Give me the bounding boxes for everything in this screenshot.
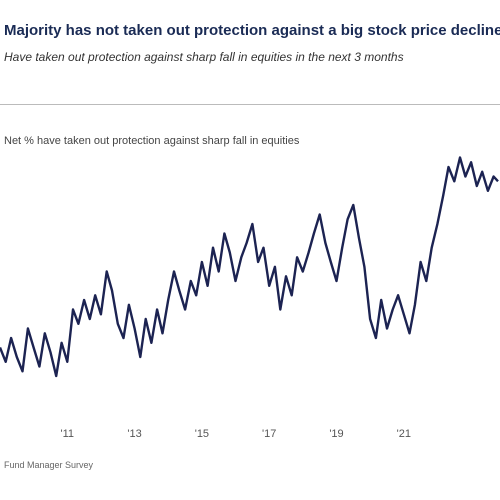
chart-subtitle: Have taken out protection against sharp …	[4, 50, 404, 64]
x-tick-label: '21	[397, 428, 411, 440]
series-line-0	[0, 156, 499, 378]
x-tick-label: '17	[262, 428, 276, 440]
x-tick-label: '19	[329, 428, 343, 440]
x-tick-label: '13	[127, 428, 141, 440]
x-axis-ticks: '11 '13 '15 '17 '19 '21	[61, 428, 411, 440]
x-tick-label: '15	[195, 428, 209, 440]
chart-title: Majority has not taken out protection ag…	[4, 22, 500, 39]
header-divider	[0, 104, 500, 105]
series-layer	[0, 156, 499, 378]
x-tick-label: '11	[61, 428, 75, 440]
legend-label: Net % have taken out protection against …	[4, 135, 300, 147]
chart-legend: Net % have taken out protection against …	[0, 135, 299, 147]
chart-source: Fund Manager Survey	[4, 460, 94, 470]
